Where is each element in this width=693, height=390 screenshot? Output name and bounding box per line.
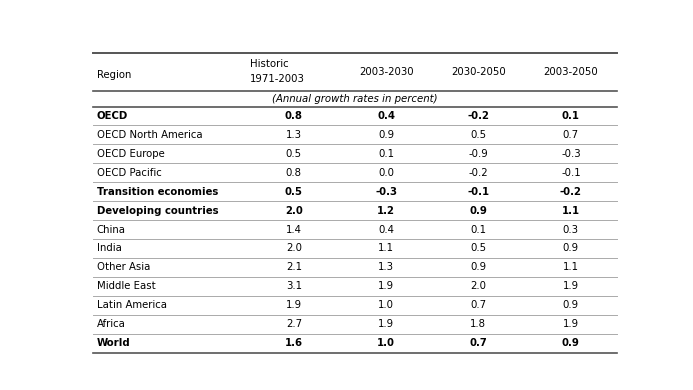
Text: 0.7: 0.7 [471, 300, 486, 310]
Text: 0.1: 0.1 [378, 149, 394, 159]
Text: Transition economies: Transition economies [97, 187, 218, 197]
Text: 0.9: 0.9 [563, 243, 579, 254]
Text: 0.5: 0.5 [471, 243, 486, 254]
Text: 0.9: 0.9 [378, 130, 394, 140]
Text: China: China [97, 225, 126, 234]
Text: OECD Pacific: OECD Pacific [97, 168, 161, 178]
Text: 2.0: 2.0 [286, 243, 302, 254]
Text: 1.9: 1.9 [286, 300, 302, 310]
Text: OECD: OECD [97, 111, 128, 121]
Text: 0.8: 0.8 [285, 111, 303, 121]
Text: India: India [97, 243, 122, 254]
Text: 2.1: 2.1 [286, 262, 302, 272]
Text: Region: Region [97, 69, 131, 80]
Text: (Annual growth rates in percent): (Annual growth rates in percent) [272, 94, 438, 104]
Text: 0.4: 0.4 [378, 225, 394, 234]
Text: 2.7: 2.7 [286, 319, 302, 329]
Text: 1.9: 1.9 [378, 281, 394, 291]
Text: 1.0: 1.0 [377, 338, 395, 348]
Text: 2003-2050: 2003-2050 [543, 67, 598, 77]
Text: 1.1: 1.1 [378, 243, 394, 254]
Text: 0.7: 0.7 [469, 338, 487, 348]
Text: 1.9: 1.9 [563, 281, 579, 291]
Text: 0.5: 0.5 [286, 149, 302, 159]
Text: 1.2: 1.2 [377, 206, 395, 216]
Text: 0.5: 0.5 [471, 130, 486, 140]
Text: 1.4: 1.4 [286, 225, 302, 234]
Text: 2.0: 2.0 [285, 206, 303, 216]
Text: 1971-2003: 1971-2003 [250, 74, 305, 84]
Text: -0.2: -0.2 [560, 187, 582, 197]
Text: -0.2: -0.2 [467, 111, 489, 121]
Text: -0.9: -0.9 [468, 149, 489, 159]
Text: Historic: Historic [250, 59, 289, 69]
Text: 1.1: 1.1 [563, 262, 579, 272]
Text: 0.5: 0.5 [285, 187, 303, 197]
Text: 0.8: 0.8 [286, 168, 302, 178]
Text: 2003-2030: 2003-2030 [359, 67, 414, 77]
Text: -0.3: -0.3 [375, 187, 397, 197]
Text: 1.1: 1.1 [562, 206, 580, 216]
Text: 0.1: 0.1 [471, 225, 486, 234]
Text: 0.9: 0.9 [469, 206, 487, 216]
Text: -0.1: -0.1 [561, 168, 581, 178]
Text: 1.6: 1.6 [285, 338, 303, 348]
Text: -0.1: -0.1 [467, 187, 489, 197]
Text: OECD North America: OECD North America [97, 130, 202, 140]
Text: 1.8: 1.8 [471, 319, 486, 329]
Text: 0.7: 0.7 [563, 130, 579, 140]
Text: Latin America: Latin America [97, 300, 167, 310]
Text: 0.4: 0.4 [377, 111, 395, 121]
Text: 0.3: 0.3 [563, 225, 579, 234]
Text: 0.9: 0.9 [563, 300, 579, 310]
Text: 1.3: 1.3 [378, 262, 394, 272]
Text: 0.9: 0.9 [471, 262, 486, 272]
Text: 1.9: 1.9 [378, 319, 394, 329]
Text: Middle East: Middle East [97, 281, 156, 291]
Text: 0.0: 0.0 [378, 168, 394, 178]
Text: World: World [97, 338, 130, 348]
Text: 2030-2050: 2030-2050 [451, 67, 506, 77]
Text: 3.1: 3.1 [286, 281, 302, 291]
Text: 0.9: 0.9 [562, 338, 580, 348]
Text: OECD Europe: OECD Europe [97, 149, 164, 159]
Text: -0.2: -0.2 [468, 168, 488, 178]
Text: 1.3: 1.3 [286, 130, 302, 140]
Text: 1.0: 1.0 [378, 300, 394, 310]
Text: 2.0: 2.0 [471, 281, 486, 291]
Text: 1.9: 1.9 [563, 319, 579, 329]
Text: Other Asia: Other Asia [97, 262, 150, 272]
Text: 0.1: 0.1 [562, 111, 580, 121]
Text: Africa: Africa [97, 319, 125, 329]
Text: Developing countries: Developing countries [97, 206, 218, 216]
Text: -0.3: -0.3 [561, 149, 581, 159]
